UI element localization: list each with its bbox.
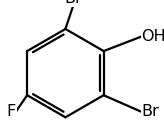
- Text: OH: OH: [141, 29, 164, 44]
- Text: Br: Br: [141, 104, 159, 119]
- Text: F: F: [7, 104, 16, 119]
- Text: Br: Br: [64, 0, 82, 6]
